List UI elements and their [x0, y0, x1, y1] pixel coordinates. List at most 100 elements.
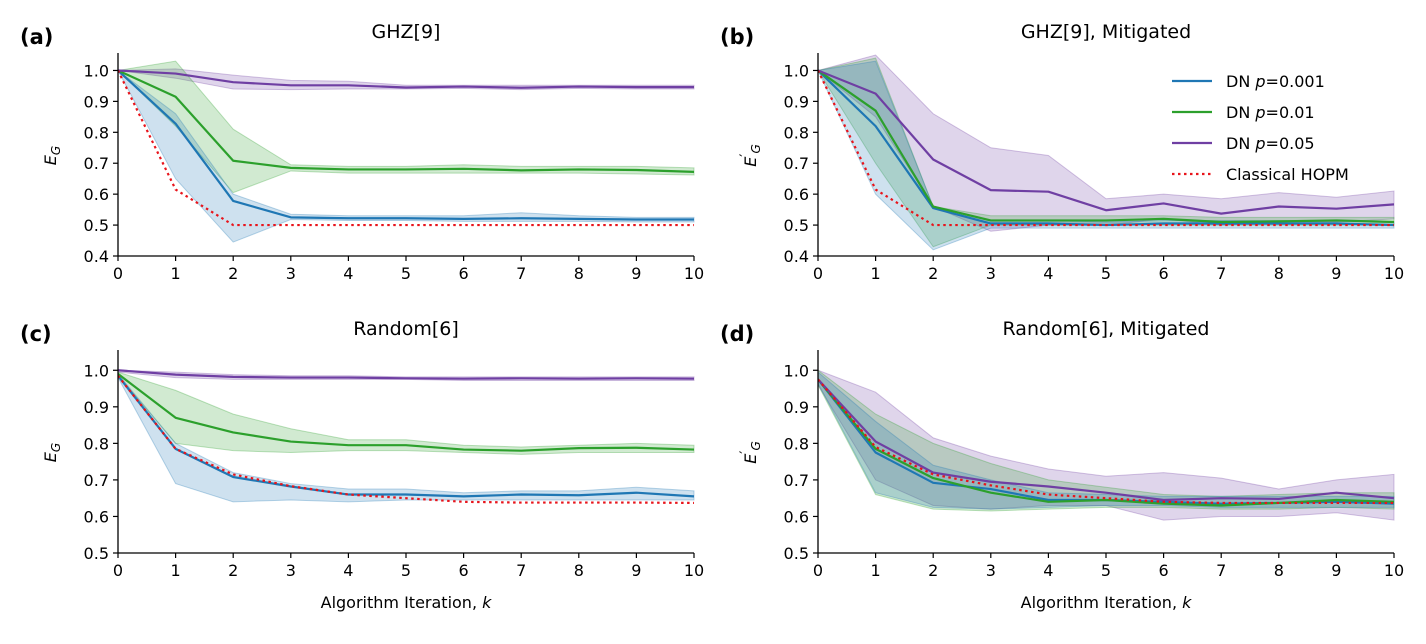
y-tick-label: 1.0	[84, 61, 109, 80]
line-dn_p001	[118, 69, 695, 173]
y-tick-label: 0.8	[84, 434, 109, 453]
line-classical	[118, 375, 695, 505]
x-tick-label: 8	[574, 561, 584, 580]
x-tick-label: 5	[1101, 561, 1111, 580]
x-tick-label: 7	[1216, 561, 1226, 580]
x-tick-label: 9	[631, 264, 641, 283]
panel-title: GHZ[9], Mitigated	[1021, 21, 1191, 43]
y-tick-label: 0.9	[84, 92, 109, 111]
y-tick-label: 0.9	[84, 398, 109, 417]
y-axis-title: EG	[41, 146, 63, 165]
y-tick-label: 0.6	[784, 507, 809, 526]
x-tick-label: 6	[1159, 264, 1169, 283]
y-tick-label: 0.7	[84, 471, 109, 490]
x-tick-label: 0	[813, 561, 823, 580]
y-axis-title-sub: G	[49, 146, 63, 155]
legend-label-suffix: =0.05	[1266, 134, 1315, 153]
line-dn_p005	[118, 369, 695, 380]
x-tick-label: 5	[401, 264, 411, 283]
y-axis-title: E′G	[738, 441, 763, 464]
x-tick-label: 0	[113, 264, 123, 283]
x-tick-label: 3	[286, 264, 296, 283]
y-tick-label: 1.0	[784, 61, 809, 80]
x-tick-label: 7	[516, 561, 526, 580]
y-tick-label: 0.8	[784, 123, 809, 142]
y-axis-title-sub: G	[49, 443, 63, 452]
y-axis-title-base: E	[41, 154, 60, 165]
y-axis-title-base: E	[41, 451, 60, 462]
y-axis-title-base: E	[741, 156, 760, 167]
x-tick-label: 6	[459, 561, 469, 580]
x-tick-label: 9	[1331, 264, 1341, 283]
legend-label-dn_p001: DN p=0.01	[1226, 103, 1315, 122]
x-tick-label: 9	[1331, 561, 1341, 580]
line-dn_p005	[818, 69, 1395, 215]
y-axis-title-sub: G	[749, 144, 763, 153]
x-tick-label: 7	[1216, 264, 1226, 283]
y-tick-label: 0.4	[84, 247, 109, 266]
line-dn_p001	[118, 373, 695, 452]
panel-letter: (b)	[720, 25, 754, 49]
y-tick-label: 0.5	[784, 544, 809, 563]
x-tick-label: 2	[928, 561, 938, 580]
x-tick-label: 2	[228, 561, 238, 580]
x-axis-title-var: k	[482, 593, 492, 612]
y-tick-label: 0.7	[84, 154, 109, 173]
x-tick-label: 1	[171, 561, 181, 580]
y-tick-label: 0.6	[784, 185, 809, 204]
band-dn_p0001	[818, 371, 1395, 510]
x-tick-label: 6	[1159, 561, 1169, 580]
legend-label-var: p	[1254, 134, 1265, 153]
legend-label-dn_p005: DN p=0.05	[1226, 134, 1315, 153]
panel-c: 0 1 2 3 4 5 6 7 8 9 10 0.5 0.6 0.7 0.8 0.9 1.0 Random[6] (…	[20, 318, 704, 612]
legend-label-prefix: DN	[1226, 134, 1255, 153]
band-dn_p001	[818, 369, 1395, 512]
legend-label-suffix: =0.001	[1266, 72, 1325, 91]
panel-title: Random[6], Mitigated	[1003, 318, 1210, 340]
x-tick-label: 3	[986, 561, 996, 580]
y-tick-label: 0.7	[784, 471, 809, 490]
legend-label-classical: Classical HOPM	[1226, 165, 1349, 184]
x-tick-label: 1	[171, 264, 181, 283]
x-tick-label: 0	[113, 561, 123, 580]
y-axis-title: E′G	[738, 144, 763, 167]
y-axis-title-base: E	[741, 453, 760, 464]
x-axis-title-var: k	[1182, 593, 1192, 612]
band-dn_p005	[818, 369, 1395, 521]
x-tick-label: 2	[228, 264, 238, 283]
x-tick-label: 2	[928, 264, 938, 283]
panel-letter: (c)	[20, 322, 52, 346]
y-tick-label: 0.6	[84, 507, 109, 526]
y-axis-title-prime: ′	[738, 154, 754, 157]
x-tick-label: 10	[684, 264, 704, 283]
legend-label-prefix: Classical HOPM	[1226, 165, 1349, 184]
line-dn_p005	[118, 69, 694, 89]
x-tick-label: 4	[1043, 561, 1053, 580]
line-classical	[118, 69, 694, 227]
x-tick-label: 4	[343, 264, 353, 283]
plot-area	[118, 60, 695, 243]
x-axis-title: Algorithm Iteration, k	[321, 593, 492, 612]
x-axis-title-text: Algorithm Iteration,	[1021, 593, 1182, 612]
x-tick-label: 8	[1274, 264, 1284, 283]
x-tick-label: 3	[986, 264, 996, 283]
x-tick-label: 1	[871, 264, 881, 283]
legend-label-prefix: DN	[1226, 103, 1255, 122]
y-tick-label: 0.9	[784, 92, 809, 111]
panel-d: 0 1 2 3 4 5 6 7 8 9 10 0.5 0.6 0.7 0.8 0.9 1.0 Random[6],…	[720, 318, 1404, 612]
legend-label-var: p	[1254, 72, 1265, 91]
x-tick-label: 9	[631, 561, 641, 580]
panel-b: 0 1 2 3 4 5 6 7 8 9 10 0.4 0.5 0.6 0.7 0.8 0.9 1.0 GHZ[9],…	[720, 21, 1404, 283]
x-tick-label: 5	[1101, 264, 1111, 283]
y-axis-title: EG	[41, 443, 63, 462]
y-axis-title-prime: ′	[738, 451, 754, 454]
x-tick-label: 6	[459, 264, 469, 283]
line-dn_p001	[818, 69, 1395, 224]
line-dn_p0001	[118, 69, 694, 221]
panel-title: GHZ[9]	[372, 21, 441, 43]
line-dn_p005	[818, 378, 1395, 502]
legend-label-dn_p0001: DN p=0.001	[1226, 72, 1325, 91]
plot-area	[818, 369, 1395, 521]
x-tick-label: 3	[286, 561, 296, 580]
